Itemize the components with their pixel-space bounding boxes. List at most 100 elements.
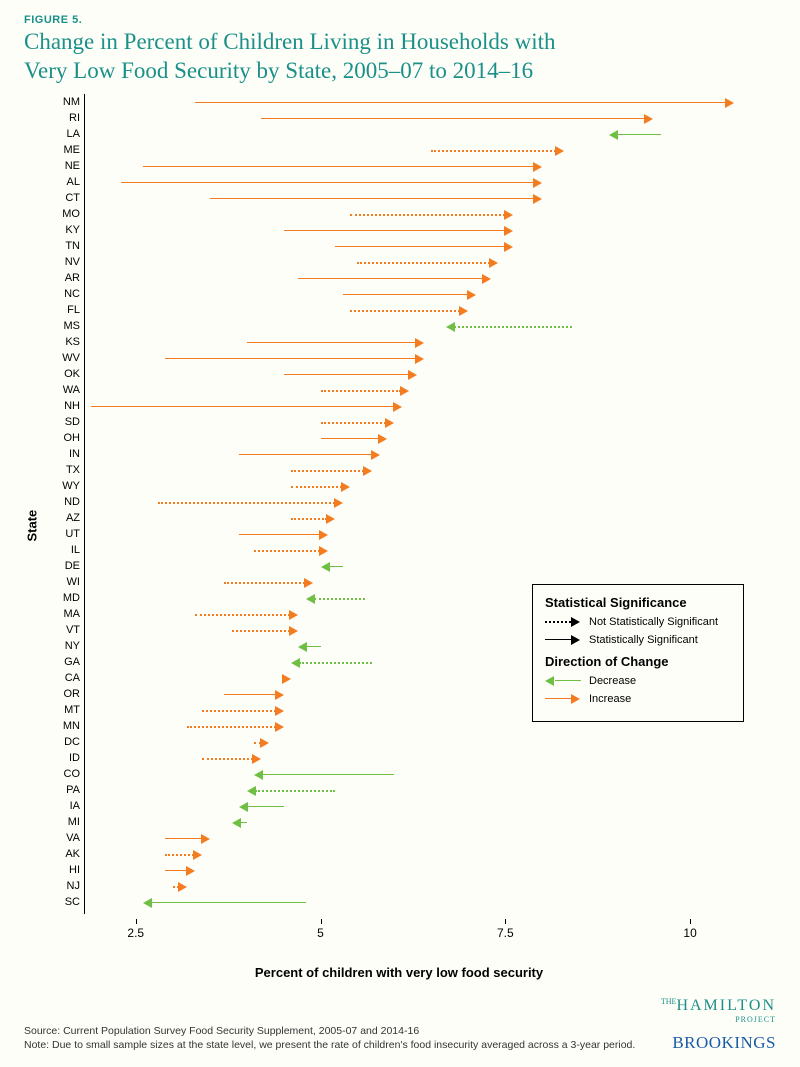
state-label: DC [44, 737, 80, 748]
state-label: WV [44, 353, 80, 364]
arrow-head-icon [298, 642, 307, 652]
arrow-line [165, 838, 201, 840]
x-tick-label: 2.5 [127, 926, 144, 940]
arrow-line [202, 758, 253, 760]
state-label: NC [44, 289, 80, 300]
state-label: IL [44, 545, 80, 556]
arrow-head-icon [504, 210, 513, 220]
arrow-line [291, 486, 342, 488]
arrow-line [195, 102, 727, 104]
arrow-line [143, 166, 534, 168]
arrow-head-icon [363, 466, 372, 476]
state-label: ID [44, 753, 80, 764]
arrow-head-icon [400, 386, 409, 396]
arrow-head-icon [289, 626, 298, 636]
legend-increase: Increase [545, 693, 731, 705]
state-label: MO [44, 209, 80, 220]
arrow-line [240, 822, 247, 824]
arrow-line [431, 150, 556, 152]
state-label: KY [44, 225, 80, 236]
state-label: MS [44, 321, 80, 332]
state-label: DE [44, 561, 80, 572]
state-label: ND [44, 497, 80, 508]
arrow-line [617, 134, 661, 136]
legend-sig-label: Statistically Significant [589, 634, 698, 646]
arrow-head-icon [252, 754, 261, 764]
state-label: CO [44, 769, 80, 780]
arrow-line [321, 438, 380, 440]
arrow-line [291, 470, 364, 472]
arrow-head-icon [533, 194, 542, 204]
legend-swatch-inc [545, 694, 581, 704]
state-label: IN [44, 449, 80, 460]
arrow-line [335, 246, 504, 248]
state-label: PA [44, 785, 80, 796]
arrow-line [299, 662, 372, 664]
arrow-head-icon [482, 274, 491, 284]
arrow-head-icon [533, 162, 542, 172]
arrow-head-icon [415, 354, 424, 364]
state-label: SD [44, 417, 80, 428]
hamilton-the: THE [661, 997, 677, 1006]
state-label: OK [44, 369, 80, 380]
footer: Source: Current Population Survey Food S… [24, 1024, 776, 1053]
arrow-head-icon [254, 770, 263, 780]
arrow-head-icon [393, 402, 402, 412]
arrow-line [343, 294, 468, 296]
arrow-head-icon [306, 594, 315, 604]
arrow-line [158, 502, 335, 504]
arrow-line [321, 422, 387, 424]
arrow-head-icon [504, 226, 513, 236]
hamilton-word: HAMILTON [676, 997, 776, 1014]
x-tick [690, 919, 691, 924]
arrow-head-icon [319, 546, 328, 556]
legend: Statistical Significance Not Statistical… [532, 584, 744, 722]
legend-sig: Statistically Significant [545, 634, 731, 646]
arrow-line [224, 694, 275, 696]
arrow-head-icon [247, 786, 256, 796]
arrow-line [350, 310, 460, 312]
state-label: OR [44, 689, 80, 700]
state-label: AK [44, 849, 80, 860]
arrow-line [329, 566, 343, 568]
arrow-head-icon [291, 658, 300, 668]
chart-area: State 2.557.510NMRILAMENEALCTMOKYTNNVARN… [24, 94, 774, 974]
arrow-line [350, 214, 505, 216]
state-label: GA [44, 657, 80, 668]
brand-block: THEHAMILTON PROJECT BROOKINGS [661, 997, 776, 1053]
arrow-head-icon [326, 514, 335, 524]
arrow-line [210, 198, 535, 200]
arrow-head-icon [143, 898, 152, 908]
arrow-head-icon [725, 98, 734, 108]
legend-inc-label: Increase [589, 693, 631, 705]
x-tick-label: 10 [683, 926, 696, 940]
state-label: FL [44, 305, 80, 316]
x-axis-label: Percent of children with very low food s… [255, 965, 543, 980]
arrow-line [121, 182, 534, 184]
arrow-line [247, 806, 283, 808]
arrow-head-icon [289, 610, 298, 620]
arrow-head-icon [282, 674, 291, 684]
arrow-line [239, 454, 371, 456]
arrow-line [262, 774, 394, 776]
arrow-line [261, 118, 645, 120]
state-label: WY [44, 481, 80, 492]
legend-dir-title: Direction of Change [545, 654, 731, 669]
arrow-head-icon [408, 370, 417, 380]
arrow-head-icon [609, 130, 618, 140]
arrow-line [195, 614, 290, 616]
state-label: MD [44, 593, 80, 604]
arrow-head-icon [446, 322, 455, 332]
arrow-line [187, 726, 275, 728]
legend-swatch-dec [545, 676, 581, 686]
arrow-head-icon [201, 834, 210, 844]
arrow-head-icon [533, 178, 542, 188]
arrow-head-icon [415, 338, 424, 348]
arrow-head-icon [193, 850, 202, 860]
hamilton-project: PROJECT [735, 1015, 776, 1024]
arrow-head-icon [304, 578, 313, 588]
state-label: MN [44, 721, 80, 732]
title-line-1: Change in Percent of Children Living in … [24, 29, 555, 54]
arrow-head-icon [644, 114, 653, 124]
state-label: OH [44, 433, 80, 444]
